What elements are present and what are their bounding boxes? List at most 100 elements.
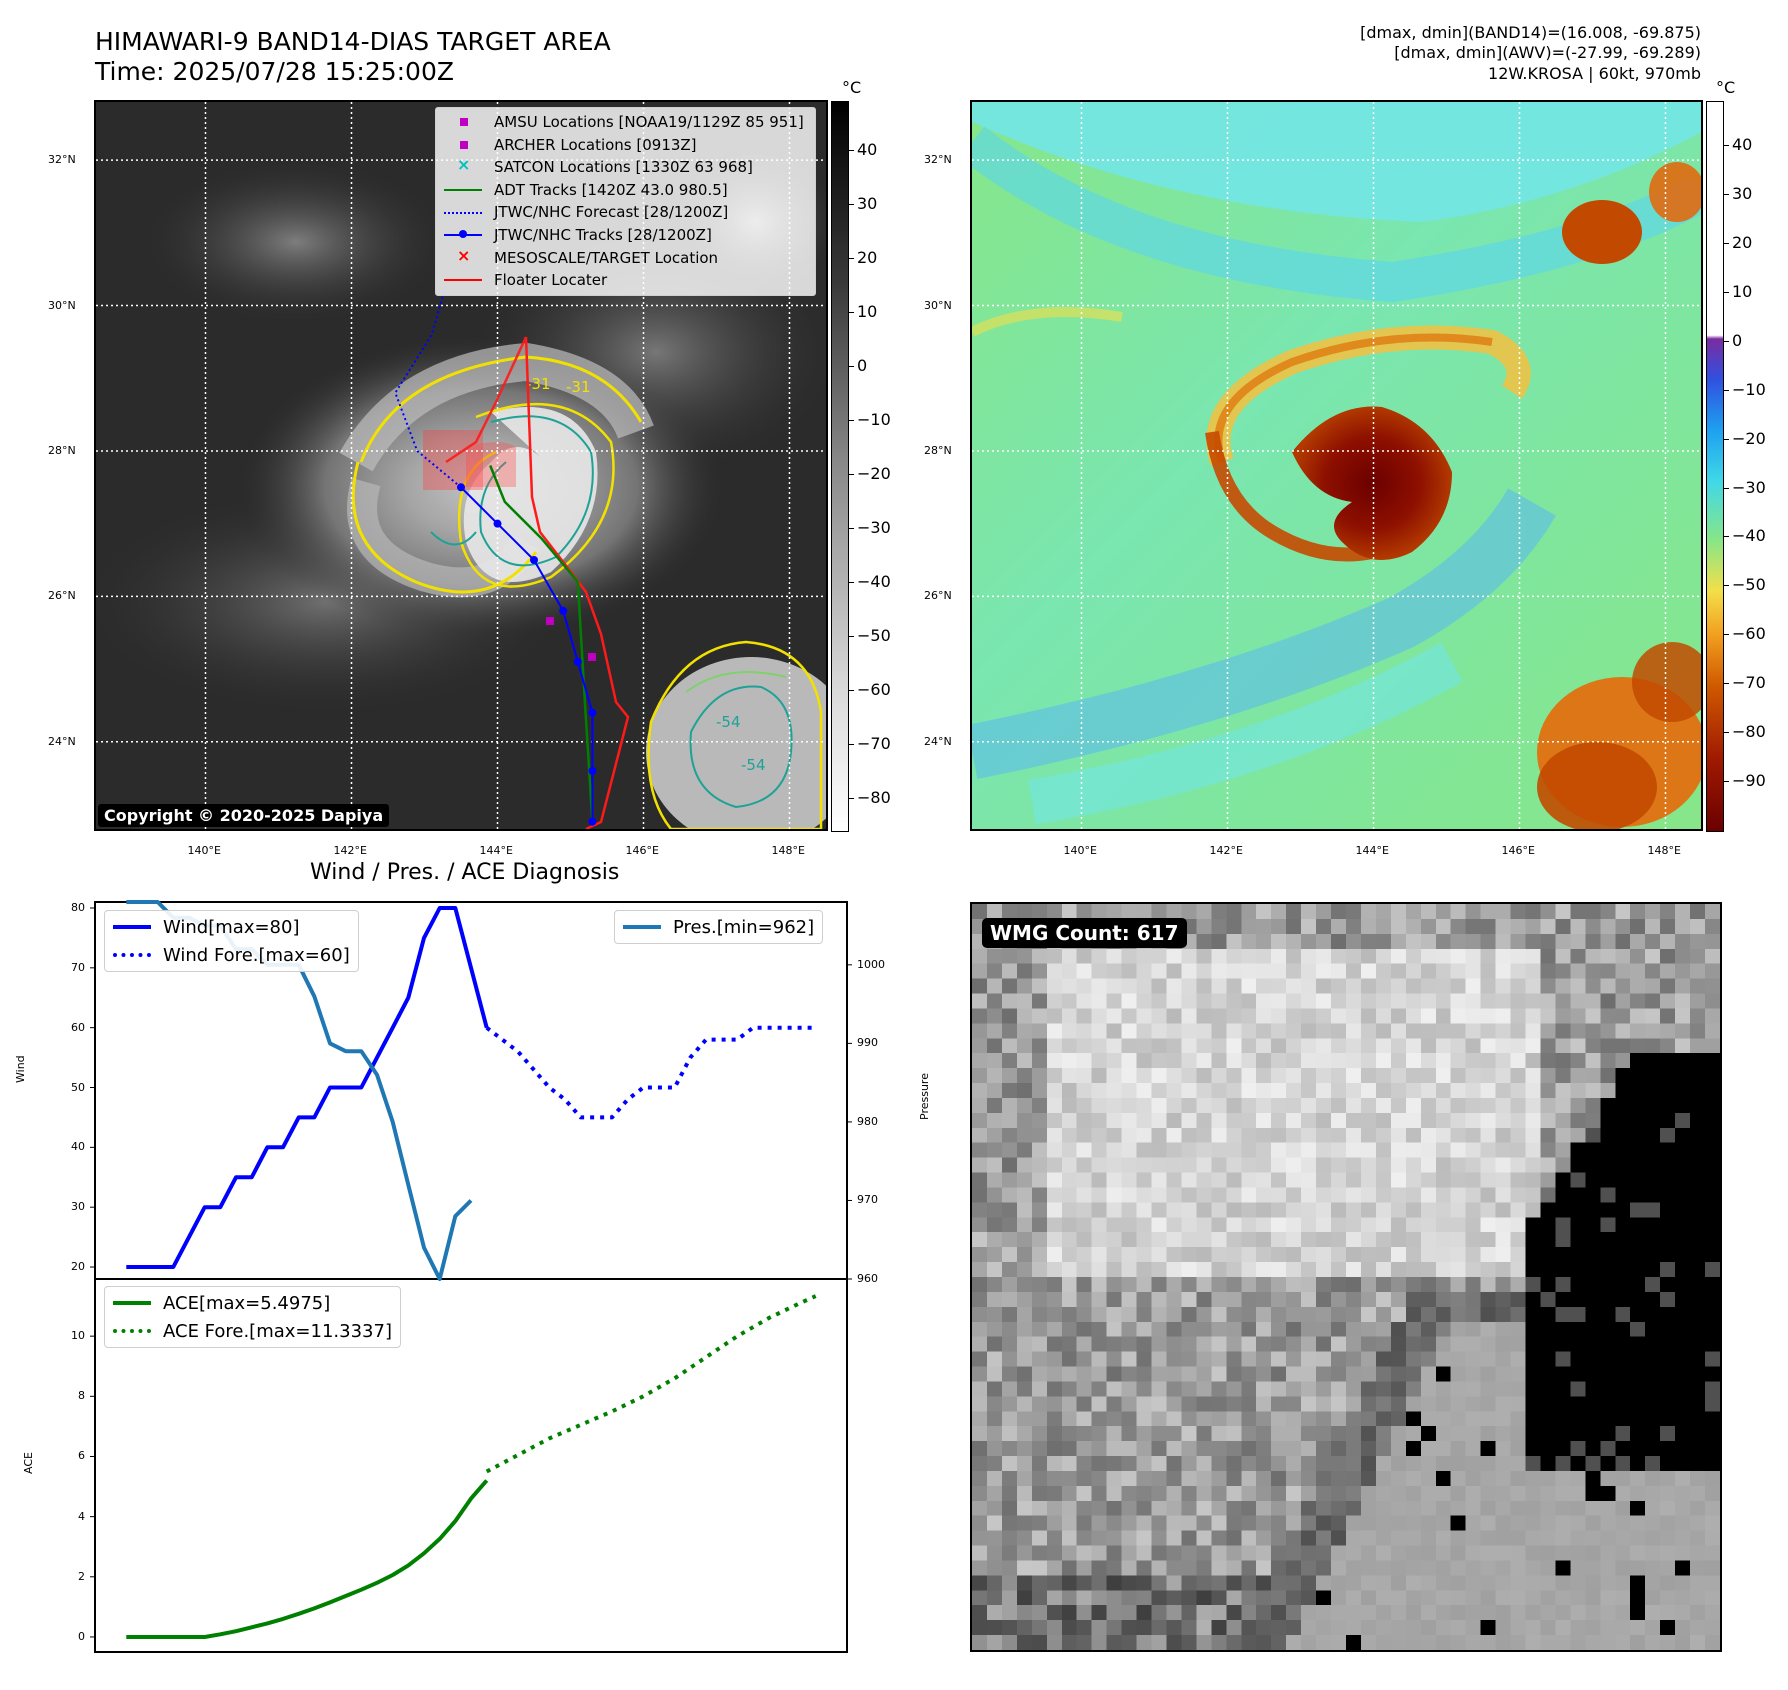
line-marker-icon — [442, 182, 484, 198]
wmg-pixel — [1271, 1485, 1287, 1502]
wmg-pixel — [1241, 1426, 1257, 1442]
wmg-pixel — [1076, 1545, 1093, 1562]
wmg-pixel — [1660, 1142, 1676, 1159]
wmg-pixel — [1271, 1426, 1287, 1442]
wmg-pixel — [1091, 1202, 1108, 1218]
wmg-pixel — [1301, 1411, 1317, 1427]
line-marker-icon — [111, 1295, 153, 1311]
wmg-pixel — [1495, 1142, 1512, 1159]
wmg-pixel — [1001, 1247, 1018, 1263]
wmg-pixel — [1450, 993, 1467, 1010]
wmg-pixel — [1435, 948, 1452, 965]
wmg-pixel — [1645, 1232, 1661, 1248]
wmg-pixel — [1001, 1620, 1018, 1636]
wmg-pixel — [1016, 1217, 1033, 1233]
wmg-pixel — [1585, 1396, 1601, 1412]
wmg-pixel — [1211, 1396, 1227, 1412]
colorbar-tick — [849, 149, 854, 151]
wmg-pixel — [1031, 1441, 1048, 1457]
wmg-pixel — [1181, 1560, 1197, 1576]
wmg-pixel — [1001, 1127, 1018, 1144]
wmg-pixel — [1510, 933, 1527, 950]
jtwc-track-point — [493, 519, 502, 528]
wmg-pixel — [1630, 1500, 1646, 1517]
wmg-pixel — [1001, 993, 1018, 1010]
wmg-pixel — [1390, 1008, 1407, 1024]
wmg-pixel — [1465, 1470, 1482, 1487]
wmg-pixel — [1585, 1142, 1601, 1159]
wmg-pixel — [1031, 1426, 1048, 1442]
wmg-pixel — [986, 993, 1003, 1010]
wmg-pixel — [1585, 1083, 1601, 1099]
wmg-pixel — [1136, 1277, 1153, 1293]
pressure-axis-tick-label: 990 — [857, 1036, 878, 1050]
wmg-pixel — [1450, 1232, 1467, 1248]
wmg-pixel — [1600, 963, 1616, 980]
wmg-pixel — [1151, 1515, 1168, 1532]
wmg-pixel — [1360, 1411, 1377, 1427]
wmg-pixel — [1360, 1515, 1377, 1532]
wmg-pixel — [1645, 1336, 1661, 1353]
wmg-pixel — [1181, 1277, 1197, 1293]
wmg-pixel — [1151, 993, 1168, 1010]
wmg-pixel — [1091, 1038, 1108, 1054]
wmg-pixel — [1585, 1545, 1601, 1562]
wmg-pixel — [1495, 1381, 1512, 1397]
wmg-pixel — [1660, 1277, 1676, 1293]
pressure-axis-tick-label: 960 — [857, 1272, 878, 1285]
wmg-pixel — [1316, 1515, 1332, 1532]
wmg-pixel — [1001, 1232, 1018, 1248]
wmg-pixel — [1316, 1560, 1332, 1576]
wmg-pixel — [1540, 933, 1557, 950]
wmg-pixel — [1151, 1500, 1168, 1517]
wmg-pixel — [1166, 1560, 1183, 1576]
wmg-pixel — [1675, 1605, 1691, 1621]
track-lines — [394, 283, 597, 826]
wmg-pixel — [1540, 1142, 1557, 1159]
wmg-pixel — [1166, 1262, 1183, 1278]
wmg-pixel — [1031, 1262, 1048, 1278]
wmg-pixel — [1675, 963, 1691, 980]
wmg-pixel — [1226, 1411, 1242, 1427]
wmg-pixel — [1690, 1456, 1706, 1472]
wmg-pixel — [1465, 1515, 1482, 1532]
wmg-pixel — [972, 1605, 988, 1621]
wmg-pixel — [1286, 1157, 1302, 1174]
wmg-pixel — [1375, 1023, 1392, 1039]
legend-item-wind-forecast: Wind Fore.[max=60] — [111, 941, 350, 969]
wmg-pixel — [1375, 1515, 1392, 1532]
wmg-pixel — [1076, 1351, 1093, 1368]
wmg-pixel — [1495, 978, 1512, 995]
wmg-pixel — [1121, 1605, 1138, 1621]
wmg-pixel — [1495, 1485, 1512, 1502]
wmg-pixel — [1016, 1127, 1033, 1144]
wmg-pixel — [1630, 1232, 1646, 1248]
wmg-pixel — [1435, 918, 1452, 935]
wmg-pixel — [1106, 1127, 1123, 1144]
wmg-pixel — [1690, 1023, 1706, 1039]
wmg-pixel — [1076, 1426, 1093, 1442]
wmg-pixel — [1450, 1321, 1467, 1338]
wmg-pixel — [1600, 1545, 1616, 1562]
wmg-pixel — [1555, 1187, 1571, 1203]
wmg-pixel — [1106, 1097, 1123, 1114]
wmg-pixel — [1151, 1635, 1168, 1650]
wmg-pixel — [1630, 1530, 1646, 1547]
wmg-pixel — [1390, 1456, 1407, 1472]
wmg-pixel — [1151, 1590, 1168, 1606]
wmg-pixel — [1181, 1441, 1197, 1457]
wmg-pixel — [1316, 1291, 1332, 1308]
wmg-pixel — [1585, 1172, 1601, 1189]
wmg-pixel — [1316, 1485, 1332, 1502]
wmg-pixel — [1495, 1620, 1512, 1636]
wmg-pixel — [1061, 1411, 1078, 1427]
wmg-pixel — [1226, 1351, 1242, 1368]
wmg-pixel — [1331, 1456, 1347, 1472]
wmg-pixel — [1121, 1023, 1138, 1039]
wmg-pixel — [1420, 1202, 1437, 1218]
latitude-tick-label: 32°N — [924, 153, 952, 167]
wmg-pixel — [1570, 1127, 1586, 1144]
wmg-pixel — [972, 978, 988, 995]
wmg-pixel — [1660, 1530, 1676, 1547]
wmg-pixel — [1196, 1426, 1212, 1442]
